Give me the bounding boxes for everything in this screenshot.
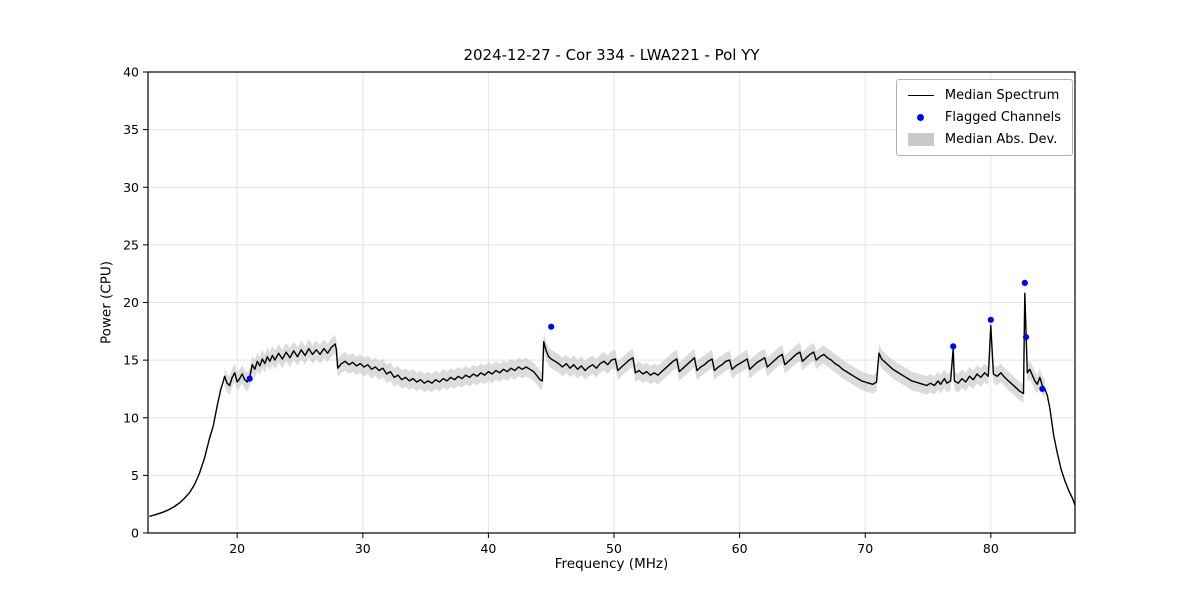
flagged-dot-swatch-icon [906, 111, 936, 125]
svg-text:35: 35 [123, 122, 139, 137]
plot-frame [147, 71, 1076, 534]
svg-text:5: 5 [131, 468, 139, 483]
chart-title: 2024-12-27 - Cor 334 - LWA221 - Pol YY [463, 46, 760, 64]
legend-item-flagged-channels: Flagged Channels [906, 110, 1061, 125]
legend-label-flagged-channels: Flagged Channels [944, 110, 1061, 125]
svg-text:30: 30 [355, 541, 371, 556]
svg-text:40: 40 [123, 65, 139, 80]
band-swatch-icon [906, 133, 936, 147]
svg-text:0: 0 [131, 526, 139, 541]
legend-label-median-abs-dev: Median Abs. Dev. [944, 132, 1058, 147]
mad-band [224, 284, 1045, 403]
legend-item-median-spectrum: Median Spectrum [906, 88, 1061, 103]
legend-label-median-spectrum: Median Spectrum [944, 88, 1060, 103]
x-axis-ticks: 20 30 40 50 60 70 80 [229, 533, 999, 556]
svg-text:60: 60 [732, 541, 748, 556]
svg-text:80: 80 [983, 541, 999, 556]
x-axis-label: Frequency (MHz) [554, 556, 669, 572]
line-swatch-icon [906, 89, 936, 103]
svg-text:70: 70 [857, 541, 873, 556]
median-spectrum-line [149, 292, 1076, 517]
svg-text:50: 50 [606, 541, 622, 556]
svg-text:25: 25 [123, 237, 139, 252]
flagged-channel-points [246, 279, 1046, 392]
legend: Median Spectrum Flagged Channels Median … [895, 79, 1073, 156]
svg-text:30: 30 [123, 180, 139, 195]
svg-text:20: 20 [123, 295, 139, 310]
legend-item-median-abs-dev: Median Abs. Dev. [906, 132, 1061, 147]
svg-text:10: 10 [123, 410, 139, 425]
svg-text:40: 40 [480, 541, 496, 556]
y-axis-ticks: 0 5 10 15 20 25 30 35 40 [123, 65, 148, 541]
svg-text:20: 20 [229, 541, 245, 556]
svg-text:15: 15 [123, 353, 139, 368]
